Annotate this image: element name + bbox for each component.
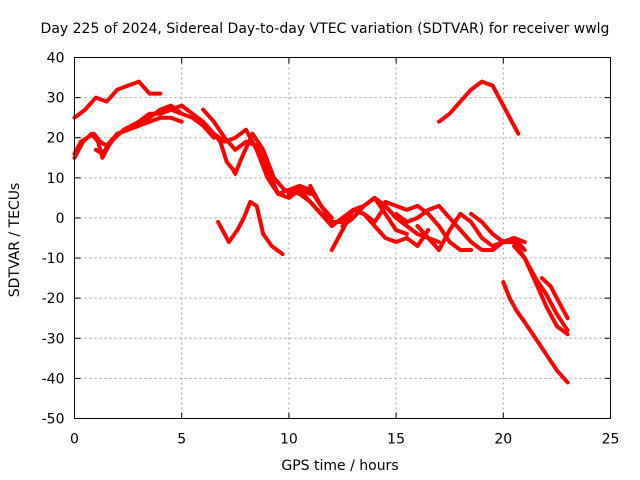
y-tick-label: -10 xyxy=(42,251,65,267)
x-tick-label: 15 xyxy=(387,432,405,448)
plot-frame xyxy=(74,57,611,419)
series-line-pass-a xyxy=(72,79,163,120)
x-tick-label: 20 xyxy=(494,432,512,448)
series-line-pass-p xyxy=(437,79,521,136)
x-tick-label: 5 xyxy=(177,432,186,448)
series-line-pass-j xyxy=(308,183,409,236)
series-line-pass-d xyxy=(93,103,216,156)
series-line-pass-i xyxy=(286,187,399,228)
y-tick-label: -30 xyxy=(42,331,65,347)
y-tick-label: 20 xyxy=(47,131,65,147)
series-line-pass-s xyxy=(512,244,570,337)
x-tick-label: 10 xyxy=(280,432,298,448)
y-tick-label: 30 xyxy=(47,91,65,107)
y-tick-label: 10 xyxy=(47,171,65,187)
x-tick-label: 25 xyxy=(602,432,620,448)
grid xyxy=(74,57,611,419)
y-tick-label: 0 xyxy=(56,211,65,227)
series-group xyxy=(72,79,570,385)
series-line-pass-l xyxy=(340,195,441,244)
series-line-pass-h xyxy=(216,199,285,256)
series-line-pass-m xyxy=(383,199,474,252)
x-axis-label: GPS time / hours xyxy=(281,458,398,474)
series-line-pass-e xyxy=(158,103,313,200)
y-tick-label: -50 xyxy=(42,412,65,428)
chart-title: Day 225 of 2024, Sidereal Day-to-day VTE… xyxy=(41,21,610,37)
y-axis-label: SDTVAR / TECUs xyxy=(7,183,23,298)
x-tick-label: 0 xyxy=(70,432,79,448)
series-line-pass-r xyxy=(501,280,570,385)
y-tick-label: 40 xyxy=(47,51,65,67)
series-line-pass-t xyxy=(539,276,570,321)
axis-ticks: 0 5 10 15 20 25 -50 -40 -30 -20 -10 0 10 20 30 40 xyxy=(42,51,620,448)
y-tick-label: -20 xyxy=(42,291,65,307)
y-tick-label: -40 xyxy=(42,371,65,387)
